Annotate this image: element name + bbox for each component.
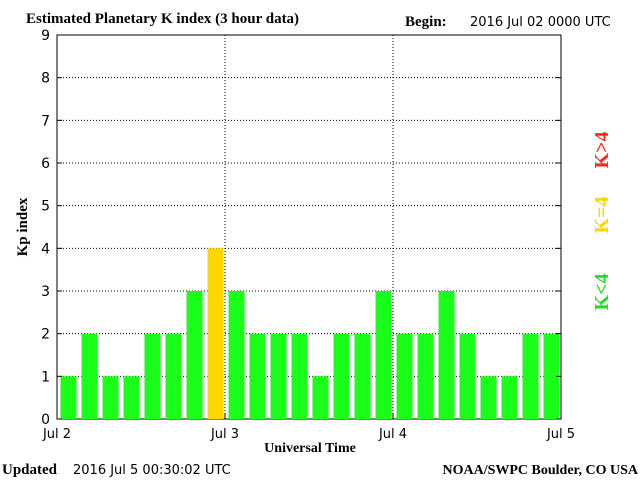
kp-bar	[291, 333, 308, 419]
y-tick-label: 4	[41, 241, 50, 257]
legend-k-equal-4: K=4	[591, 197, 613, 234]
kp-bar	[375, 291, 392, 419]
kp-bar	[459, 333, 476, 419]
kp-bar	[522, 333, 539, 419]
y-tick-label: 1	[41, 369, 50, 385]
y-tick-label: 5	[41, 199, 50, 215]
y-tick-label: 9	[41, 28, 50, 44]
legend-k-greater-4: K>4	[591, 132, 613, 169]
kp-bar	[438, 291, 455, 419]
kp-bar	[81, 333, 98, 419]
begin-label: Begin:	[405, 14, 447, 30]
y-tick-label: 0	[41, 412, 50, 428]
bars	[60, 248, 560, 419]
y-tick-label: 8	[41, 71, 50, 87]
y-tick-labels: 0 1 2 3 4 5 6 7 8 9	[41, 28, 561, 428]
x-tick-label: Jul 5	[546, 427, 575, 442]
updated-value: 2016 Jul 5 00:30:02 UTC	[73, 463, 231, 478]
kp-bar	[333, 333, 350, 419]
kp-bar	[417, 333, 434, 419]
kp-bar	[480, 376, 497, 419]
y-axis-label: Kp index	[15, 197, 31, 256]
y-tick-label: 2	[41, 327, 50, 343]
x-tick-label: Jul 3	[210, 427, 239, 442]
kp-bar	[165, 333, 182, 419]
chart-title: Estimated Planetary K index (3 hour data…	[26, 11, 299, 27]
kp-bar	[102, 376, 119, 419]
y-tick-label: 7	[41, 113, 50, 129]
kp-bar	[123, 376, 140, 419]
x-tick-label: Jul 4	[378, 427, 407, 442]
credit-text: NOAA/SWPC Boulder, CO USA	[442, 463, 638, 478]
kp-bar	[186, 291, 203, 419]
kp-bar	[396, 333, 413, 419]
kp-bar	[312, 376, 329, 419]
kp-bar	[270, 333, 287, 419]
kp-bar	[354, 333, 371, 419]
kp-bar	[501, 376, 518, 419]
plot-frame	[56, 34, 562, 420]
y-tick-label: 3	[41, 284, 50, 300]
kp-bar	[249, 333, 266, 419]
kp-bar	[207, 248, 224, 419]
kp-bar	[144, 333, 161, 419]
kp-bar	[228, 291, 245, 419]
x-axis-label: Universal Time	[264, 441, 356, 456]
kp-bar	[543, 333, 560, 419]
x-tick-labels: Jul 2 Jul 3 Jul 4 Jul 5	[42, 413, 575, 442]
x-tick-label: Jul 2	[42, 427, 71, 442]
begin-value: 2016 Jul 02 0000 UTC	[470, 15, 611, 30]
kp-bar	[60, 376, 77, 419]
grid-lines	[57, 35, 561, 419]
legend-k-less-4: K<4	[591, 274, 613, 311]
updated-label: Updated	[2, 462, 58, 478]
y-tick-label: 6	[41, 156, 50, 172]
